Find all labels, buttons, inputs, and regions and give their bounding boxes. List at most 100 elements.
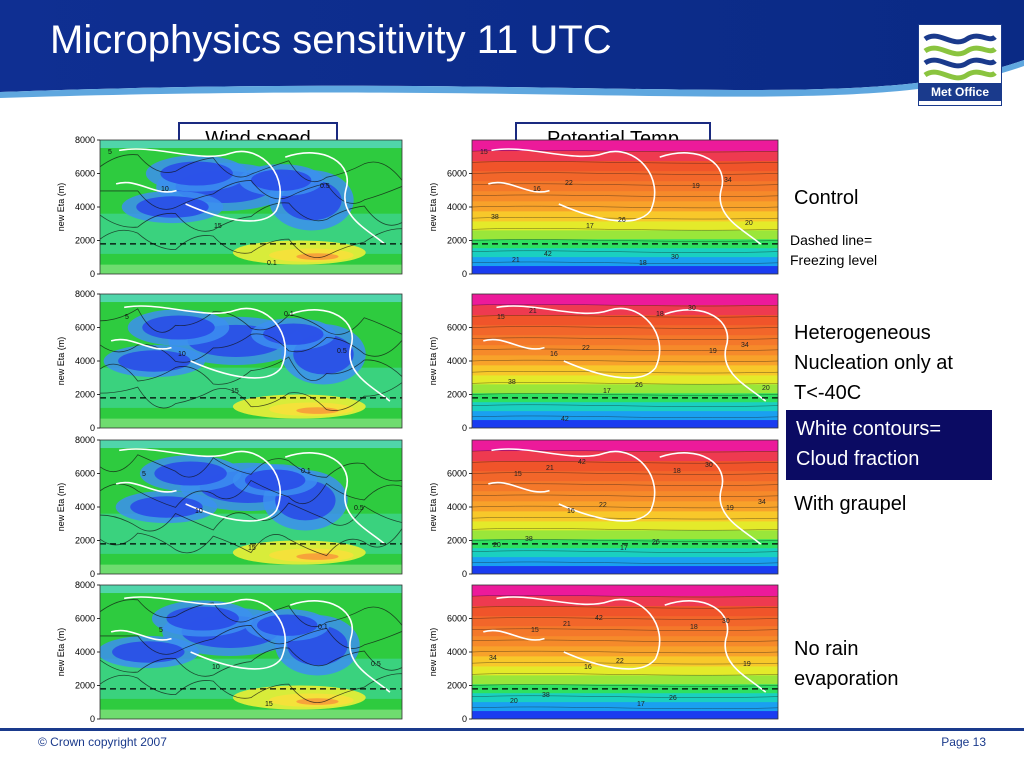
- contour-label: 38: [491, 214, 499, 221]
- y-tick-label: 0: [90, 269, 95, 279]
- wind-field: 5 10 15 0.1 0.5: [100, 294, 402, 428]
- theta-field: 15 16 17 18 19 20 21 22 26 30 34 38 42: [472, 294, 778, 428]
- contour-label: 0.1: [318, 624, 328, 631]
- y-tick-label: 2000: [75, 536, 95, 546]
- y-tick-label: 2000: [75, 390, 95, 400]
- wind-field: 5 10 15 0.1 0.5: [100, 440, 402, 574]
- contour-label: 22: [565, 180, 573, 187]
- contour-label: 16: [533, 186, 541, 193]
- theta-field: 15 16 17 18 19 20 21 22 26 30 34 38 42: [472, 585, 778, 719]
- y-tick-label: 2000: [75, 681, 95, 691]
- contour-label: 20: [745, 220, 753, 227]
- contour-label: 10: [161, 186, 169, 193]
- contour-label: 26: [635, 382, 643, 389]
- contour-label: 0.5: [320, 183, 330, 190]
- freezing-note-2: Freezing level: [790, 252, 878, 268]
- header-band: Microphysics sensitivity 11 UTC Met Offi…: [0, 0, 1024, 120]
- y-tick-label: 8000: [75, 581, 95, 590]
- contour-label: 42: [595, 615, 603, 622]
- wind-panel-row-4: 5 10 15 0.1 0.5 0 2000 4000 6000 8000 new Eta (m): [55, 581, 406, 729]
- header-swoosh: [0, 0, 1024, 98]
- contour-label: 5: [159, 627, 163, 634]
- contour-label: 15: [265, 701, 273, 708]
- contour-label: 21: [546, 465, 554, 472]
- contour-label: 10: [178, 351, 186, 358]
- theta-field: 15 16 17 18 19 20 21 22 26 30 34 38 42: [472, 440, 778, 574]
- y-tick-label: 6000: [447, 169, 467, 179]
- contour-label: 17: [603, 388, 611, 395]
- contour-label: 30: [705, 462, 713, 469]
- legend-line-1: White contours=: [796, 418, 942, 440]
- contour-label: 5: [142, 471, 146, 478]
- contour-label: 30: [671, 254, 679, 261]
- contour-label: 15: [248, 545, 256, 552]
- y-axis-label: new Eta (m): [430, 628, 438, 677]
- row-label-norain-2: evaporation: [794, 668, 899, 690]
- contour-label: 15: [531, 627, 539, 634]
- y-tick-label: 8000: [75, 136, 95, 145]
- wind-field: 5 10 15 0.1 0.5: [100, 140, 402, 274]
- contour-label: 10: [195, 508, 203, 515]
- contour-label: 34: [724, 177, 732, 184]
- contour-label: 26: [618, 217, 626, 224]
- contour-label: 0.1: [301, 468, 311, 475]
- theta-panel-row-1: 15 16 17 18 19 20 21 22 26 30 34 38 42 0 2000 4000 6000 n…: [430, 136, 782, 284]
- contour-label: 0.5: [354, 505, 364, 512]
- legend-line-2: Cloud fraction: [796, 448, 920, 470]
- row-label-heterogeneous-2: Nucleation only at: [794, 352, 953, 374]
- contour-label: 34: [758, 499, 766, 506]
- theta-panel-row-4: 15 16 17 18 19 20 21 22 26 30 34 38 42 0 2000 4000 6000 n…: [430, 581, 782, 729]
- contour-label: 15: [480, 149, 488, 156]
- contour-label: 26: [652, 539, 660, 546]
- contour-label: 20: [510, 698, 518, 705]
- freezing-note-1: Dashed line=: [790, 232, 873, 248]
- contour-label: 15: [514, 471, 522, 478]
- wind-panel-row-1: 5 10 15 0.1 0.5 0 2000 4000 6000 8000 new Eta (m): [55, 136, 406, 284]
- contour-label: 34: [741, 342, 749, 349]
- contour-label: 30: [688, 305, 696, 312]
- y-tick-label: 2000: [447, 536, 467, 546]
- footer-rule: [0, 728, 1024, 731]
- theta-field: 15 16 17 18 19 20 21 22 26 30 34 38 42: [472, 140, 778, 274]
- y-axis-label: new Eta (m): [430, 183, 438, 232]
- y-tick-label: 2000: [447, 236, 467, 246]
- contour-label: 5: [125, 314, 129, 321]
- contour-label: 19: [726, 505, 734, 512]
- y-tick-label: 6000: [75, 323, 95, 333]
- y-tick-label: 0: [90, 423, 95, 433]
- contour-label: 16: [550, 351, 558, 358]
- contour-label: 19: [743, 661, 751, 668]
- row-label-control: Control: [794, 187, 859, 209]
- contour-label: 34: [489, 655, 497, 662]
- copyright: © Crown copyright 2007: [38, 735, 167, 749]
- logo-text: Met Office: [919, 83, 1001, 101]
- y-tick-label: 6000: [75, 469, 95, 479]
- y-tick-label: 6000: [75, 169, 95, 179]
- contour-label: 19: [692, 183, 700, 190]
- row-label-heterogeneous-3: T<-40C: [794, 382, 862, 404]
- y-tick-label: 4000: [447, 502, 467, 512]
- page-number: Page 13: [941, 735, 986, 749]
- y-tick-label: 6000: [447, 469, 467, 479]
- contour-label: 17: [620, 545, 628, 552]
- contour-label: 15: [214, 223, 222, 230]
- waves-icon: [923, 33, 997, 81]
- y-tick-label: 2000: [75, 236, 95, 246]
- y-axis-label: new Eta (m): [56, 183, 66, 232]
- contour-label: 15: [231, 388, 239, 395]
- contour-label: 26: [669, 695, 677, 702]
- contour-label: 42: [578, 459, 586, 466]
- met-office-logo: Met Office: [918, 24, 1002, 106]
- y-tick-label: 0: [462, 423, 467, 433]
- contour-label: 22: [582, 345, 590, 352]
- contour-label: 17: [586, 223, 594, 230]
- row-label-heterogeneous-1: Heterogeneous: [794, 322, 931, 344]
- y-tick-label: 4000: [75, 502, 95, 512]
- y-axis-label: new Eta (m): [56, 628, 66, 677]
- contour-label: 15: [497, 314, 505, 321]
- contour-label: 18: [656, 311, 664, 318]
- contour-label: 16: [567, 508, 575, 515]
- y-tick-label: 4000: [75, 356, 95, 366]
- y-tick-label: 0: [90, 714, 95, 724]
- row-label-norain-1: No rain: [794, 638, 859, 660]
